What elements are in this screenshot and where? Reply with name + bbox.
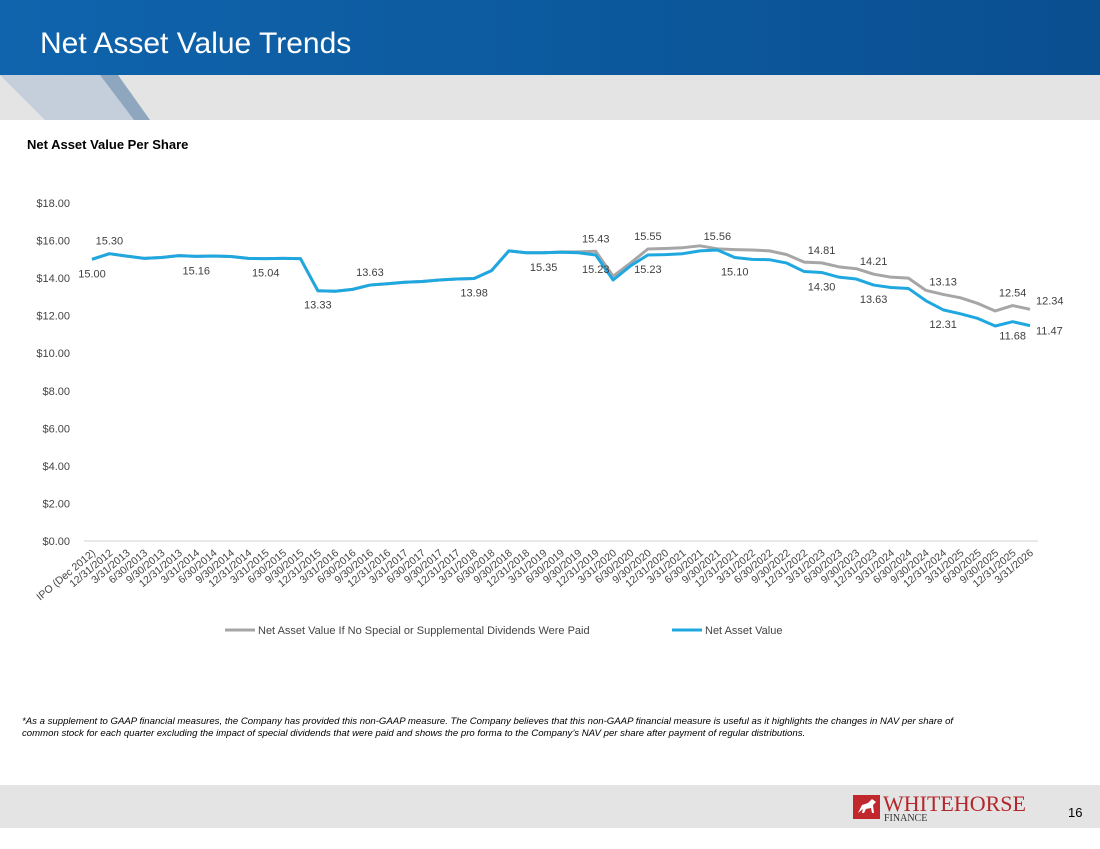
header-title: Net Asset Value Trends (40, 27, 351, 60)
y-tick-label: $12.00 (36, 311, 70, 323)
data-label: 15.23 (634, 264, 662, 276)
logo-horse (858, 799, 876, 813)
logo-sub: FINANCE (884, 813, 927, 824)
data-label: 11.47 (1036, 326, 1063, 338)
page-number: 16 (1068, 805, 1082, 820)
data-label: 15.35 (530, 262, 558, 274)
header-sub-band (0, 75, 1100, 120)
header-accent-dark (100, 75, 150, 120)
data-label: 15.00 (78, 268, 106, 280)
series-line (91, 248, 1031, 328)
y-tick-label: $10.00 (36, 348, 70, 360)
data-label: 15.16 (182, 265, 210, 277)
y-tick-label: $6.00 (42, 423, 70, 435)
y-tick-label: $14.00 (36, 273, 70, 285)
data-label: 13.13 (929, 276, 957, 288)
chart-title: Net Asset Value Per Share (27, 137, 188, 152)
y-tick-label: $16.00 (36, 236, 70, 248)
header-band (0, 0, 1100, 75)
legend-label: Net Asset Value (705, 625, 782, 637)
footer-band (0, 785, 1100, 828)
y-tick-label: $0.00 (42, 536, 70, 548)
legend-label: Net Asset Value If No Special or Supplem… (258, 625, 590, 637)
data-label: 14.81 (808, 245, 836, 257)
data-label: 11.68 (999, 331, 1026, 343)
y-tick-label: $2.00 (42, 498, 70, 510)
data-label: 13.98 (460, 287, 488, 299)
data-label: 12.31 (929, 319, 957, 331)
data-label: 13.63 (356, 267, 384, 279)
data-label: 12.54 (999, 288, 1027, 300)
data-label: 15.10 (721, 266, 749, 278)
data-label: 14.21 (860, 256, 888, 268)
data-label: 14.30 (808, 281, 836, 293)
data-label: 15.30 (96, 236, 124, 248)
y-tick-label: $4.00 (42, 461, 70, 473)
data-label: 15.55 (634, 231, 662, 243)
data-label: 12.34 (1036, 295, 1064, 307)
data-label: 15.23 (582, 264, 610, 276)
data-label: 13.33 (304, 300, 332, 312)
data-label: 15.56 (704, 231, 732, 243)
data-label: 15.43 (582, 233, 610, 245)
y-tick-label: $18.00 (36, 198, 70, 210)
footnote: *As a supplement to GAAP financial measu… (22, 716, 954, 739)
data-label: 13.63 (860, 294, 888, 306)
y-tick-label: $8.00 (42, 386, 70, 398)
data-label: 15.04 (252, 268, 280, 280)
logo-main: WHITEHORSE (883, 791, 1026, 816)
